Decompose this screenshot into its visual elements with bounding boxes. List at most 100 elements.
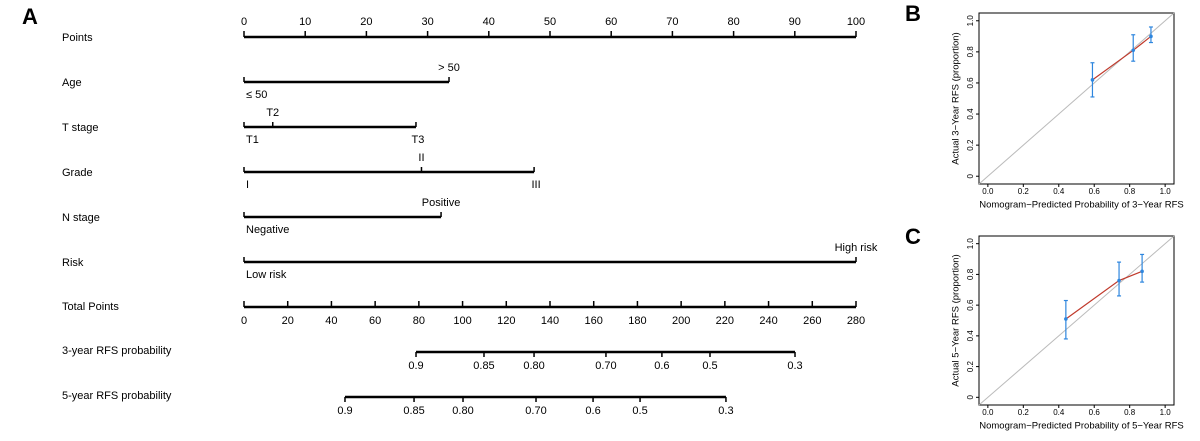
level-label: III (532, 179, 541, 191)
row-label: T stage (62, 122, 99, 134)
tick-label: 70 (666, 16, 678, 28)
row-label: Points (62, 32, 93, 44)
point (1131, 48, 1136, 53)
tick-label: 40 (325, 315, 337, 327)
x-tick-label: 0.8 (1124, 187, 1136, 196)
tick-label: 0.9 (337, 405, 352, 417)
tick-label: 0.9 (408, 360, 423, 372)
tick-label: 120 (497, 315, 515, 327)
ideal-line (978, 235, 1175, 406)
level-label: > 50 (438, 62, 460, 74)
tick-label: 140 (541, 315, 559, 327)
point (1090, 78, 1095, 82)
row-label: N stage (62, 212, 100, 224)
tick-label: 0.6 (654, 360, 669, 372)
tick-label: 0.70 (525, 405, 546, 417)
level-label: II (418, 152, 424, 164)
y-tick-label: 0.6 (966, 299, 975, 311)
row-label: 3-year RFS probability (62, 345, 172, 357)
panel-label: B (905, 1, 921, 26)
tick-label: 0.70 (595, 360, 616, 372)
x-tick-label: 0.6 (1089, 408, 1101, 417)
y-axis-label: Actual 5−Year RFS (proportion) (951, 254, 962, 386)
tick-label: 260 (803, 315, 821, 327)
tick-label: 180 (628, 315, 646, 327)
tick-label: 0.5 (632, 405, 647, 417)
x-tick-label: 0.2 (1018, 408, 1030, 417)
x-tick-label: 1.0 (1160, 187, 1172, 196)
tick-label: 60 (369, 315, 381, 327)
x-tick-label: 0.2 (1018, 187, 1030, 196)
level-label: T1 (246, 134, 259, 146)
tick-label: 0 (241, 315, 247, 327)
tick-label: 10 (299, 16, 311, 28)
tick-label: 0.85 (473, 360, 494, 372)
calibration-line (1092, 35, 1152, 81)
level-label: Low risk (246, 269, 287, 281)
tick-label: 0.5 (702, 360, 717, 372)
tick-label: 20 (360, 16, 372, 28)
level-label: ≤ 50 (246, 89, 267, 101)
y-tick-label: 0 (966, 395, 975, 400)
ideal-line (978, 12, 1175, 185)
level-label: T3 (412, 134, 425, 146)
level-label: T2 (266, 107, 279, 119)
tick-label: 0.80 (523, 360, 544, 372)
tick-label: 0.3 (787, 360, 802, 372)
tick-label: 60 (605, 16, 617, 28)
row-label: Risk (62, 257, 84, 269)
x-axis-label: Nomogram−Predicted Probability of 3−Year… (979, 200, 1184, 211)
tick-label: 90 (789, 16, 801, 28)
row-label: Age (62, 77, 82, 89)
panel-label: C (905, 224, 921, 249)
tick-label: 200 (672, 315, 690, 327)
plot-frame (978, 235, 1175, 406)
x-tick-label: 0.0 (982, 187, 994, 196)
x-tick-label: 0.0 (982, 408, 994, 417)
tick-label: 40 (483, 16, 495, 28)
y-tick-label: 1.0 (966, 238, 975, 250)
y-tick-label: 0.2 (966, 139, 975, 151)
tick-label: 50 (544, 16, 556, 28)
y-tick-label: 1.0 (966, 15, 975, 27)
x-tick-label: 0.4 (1053, 187, 1065, 196)
tick-label: 220 (716, 315, 734, 327)
tick-label: 0.3 (718, 405, 733, 417)
x-axis-label: Nomogram−Predicted Probability of 5−Year… (979, 421, 1184, 432)
tick-label: 30 (421, 16, 433, 28)
y-tick-label: 0.2 (966, 360, 975, 372)
tick-label: 280 (847, 315, 865, 327)
row-label: Grade (62, 167, 93, 179)
row-label: Total Points (62, 301, 119, 313)
y-tick-label: 0.8 (966, 46, 975, 58)
point (1117, 278, 1121, 283)
level-label: Negative (246, 224, 289, 236)
plot-frame (978, 12, 1175, 185)
y-tick-label: 0.6 (966, 77, 975, 89)
calibration-line (1065, 270, 1143, 320)
y-tick-label: 0 (966, 173, 975, 178)
tick-label: 80 (727, 16, 739, 28)
y-axis-label: Actual 3−Year RFS (proportion) (951, 32, 962, 164)
point (1140, 269, 1144, 274)
y-tick-label: 0.8 (966, 268, 975, 280)
tick-label: 0.6 (585, 405, 600, 417)
tick-label: 80 (413, 315, 425, 327)
point (1149, 34, 1153, 39)
level-label: I (246, 179, 249, 191)
level-label: High risk (835, 242, 878, 254)
tick-label: 160 (585, 315, 603, 327)
tick-label: 20 (282, 315, 294, 327)
tick-label: 0.85 (403, 405, 424, 417)
tick-label: 100 (847, 16, 865, 28)
tick-label: 0.80 (452, 405, 473, 417)
y-tick-label: 0.4 (966, 108, 975, 120)
tick-label: 240 (759, 315, 777, 327)
x-tick-label: 0.4 (1053, 408, 1065, 417)
panel-label: A (22, 4, 38, 29)
y-tick-label: 0.4 (966, 330, 975, 342)
level-label: Positive (422, 197, 461, 209)
x-tick-label: 0.8 (1124, 408, 1136, 417)
x-tick-label: 1.0 (1160, 408, 1172, 417)
